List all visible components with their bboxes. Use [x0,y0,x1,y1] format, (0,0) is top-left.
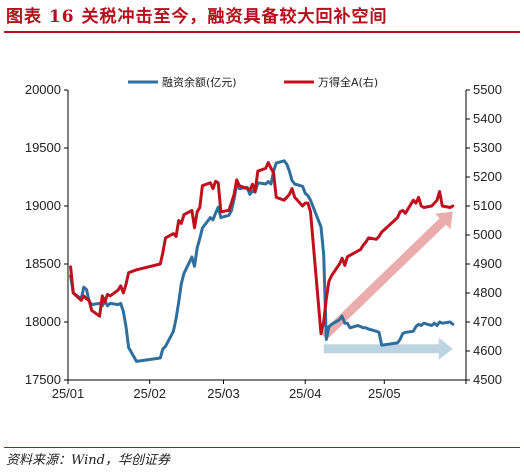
y-right-tick-label: 4900 [473,256,502,271]
wind-all-a-line [69,161,455,336]
y-left-tick-label: 17500 [25,372,61,387]
y-right-tick-label: 5200 [473,169,502,184]
title-divider [4,31,520,33]
x-tick-label: 25/05 [368,386,401,401]
series-lines [69,159,455,363]
y-right-tick-label: 5000 [473,227,502,242]
y-left-tick-label: 18000 [25,314,61,329]
y-left-tick-label: 19000 [25,198,61,213]
figure-title: 图表 16 关税冲击至今，融资具备较大回补空间 [6,7,388,27]
y-right-tick-label: 4800 [473,285,502,300]
up-trend-arrow [320,211,453,340]
y-right-tick-label: 4700 [473,314,502,329]
trend-arrows [320,211,453,360]
x-tick-label: 25/03 [207,386,240,401]
legend-label-margin: 融资余额(亿元) [162,75,237,89]
y-right-tick-label: 5100 [473,198,502,213]
axes: 17500 18000 18500 19000 19500 20000 4500 4600 47… [25,82,502,401]
y-left-tick-label: 20000 [25,82,61,97]
legend: 融资余额(亿元) 万得全A(右) [128,75,378,89]
x-tick-label: 25/01 [52,386,85,401]
margin-balance-line [69,159,455,363]
footer-divider [4,447,520,448]
y-left-tick-label: 18500 [25,256,61,271]
y-left-tick-label: 19500 [25,140,61,155]
x-tick-label: 25/02 [133,386,166,401]
x-tick-label: 25/04 [289,386,322,401]
y-right-tick-label: 5400 [473,111,502,126]
legend-label-wind: 万得全A(右) [318,75,378,89]
y-right-tick-label: 5300 [473,140,502,155]
y-right-tick-label: 5500 [473,82,502,97]
flat-trend-arrow [323,337,453,360]
y-right-tick-label: 4500 [473,372,502,387]
y-right-tick-label: 4600 [473,343,502,358]
source-note: 资料来源：Wind，华创证券 [6,453,170,468]
